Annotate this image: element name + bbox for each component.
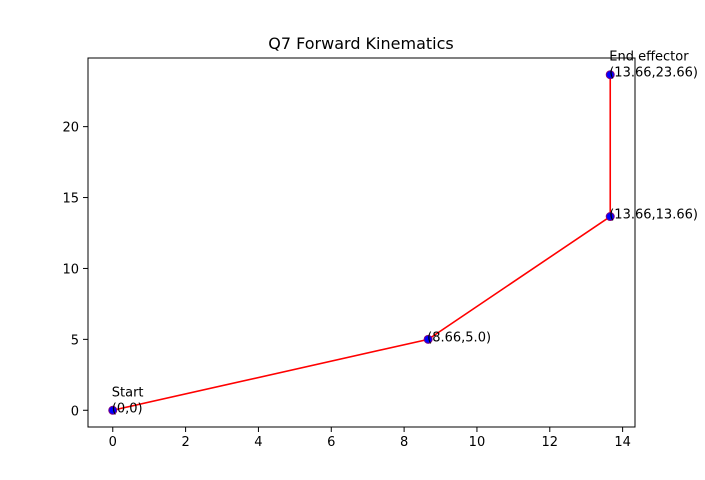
x-tick-label: 4: [254, 435, 262, 450]
x-tick-label: 6: [327, 435, 335, 450]
series-line: [112, 74, 612, 412]
y-tick-label: 10: [62, 262, 79, 277]
x-tick-label: 10: [469, 435, 486, 450]
plot-frame: [87, 57, 636, 428]
point-annotation: Start: [112, 385, 144, 400]
point-annotation: (8.66,5.0): [427, 330, 491, 345]
x-tick-label: 8: [400, 435, 408, 450]
data-point: [605, 70, 615, 80]
y-tick-label: 0: [71, 404, 79, 419]
point-annotation: (13.66,23.66): [609, 66, 698, 81]
data-point: [423, 334, 433, 344]
x-tick-label: 0: [109, 435, 117, 450]
data-point: [605, 212, 615, 222]
y-tick-label: 20: [62, 121, 79, 136]
x-tick-label: 2: [181, 435, 189, 450]
y-tick-label: 15: [62, 192, 79, 207]
chart-title: Q7 Forward Kinematics: [268, 34, 453, 53]
x-tick-label: 14: [614, 435, 631, 450]
point-annotation: (13.66,13.66): [609, 208, 698, 223]
point-annotation: (0,0): [112, 401, 143, 416]
x-tick-label: 12: [542, 435, 559, 450]
y-tick-label: 5: [71, 333, 79, 348]
plot-area: 0 2 4 6 8 10 12 14 0 5 10 15 20 Start(0,0) (8.66,5.0) (…: [62, 50, 698, 450]
data-point: [108, 405, 118, 415]
point-annotation: End effector: [609, 50, 689, 65]
